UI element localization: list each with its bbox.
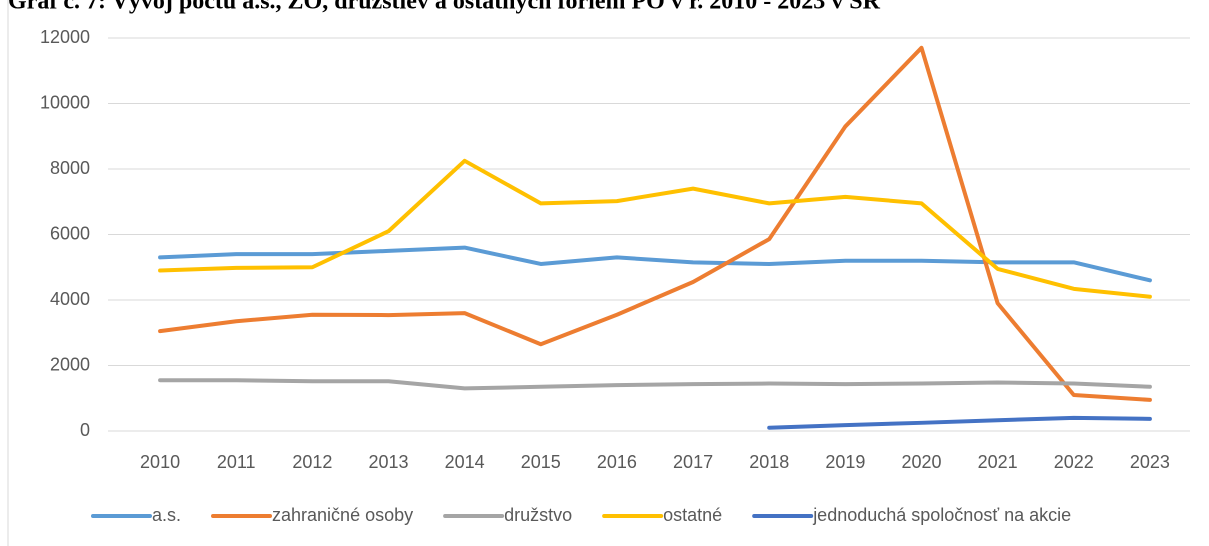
legend-label: a.s.	[152, 505, 181, 525]
series-line	[158, 158, 1152, 299]
legend-label: jednoduchá spoločnosť na akcie	[812, 505, 1071, 525]
x-tick-label: 2021	[978, 452, 1018, 472]
x-tick-label: 2011	[217, 452, 256, 472]
x-tick-label: 2015	[521, 452, 561, 472]
y-tick-label: 10000	[40, 92, 90, 112]
legend-label: zahraničné osoby	[272, 505, 413, 525]
y-tick-label: 0	[80, 420, 90, 440]
y-tick-label: 8000	[50, 158, 90, 178]
x-tick-label: 2014	[445, 452, 485, 472]
y-tick-label: 6000	[50, 223, 90, 243]
x-tick-label: 2016	[597, 452, 637, 472]
x-tick-label: 2022	[1054, 452, 1094, 472]
x-tick-label: 2018	[749, 452, 789, 472]
x-tick-label: 2020	[901, 452, 941, 472]
legend-label: družstvo	[504, 505, 572, 525]
series-line	[158, 245, 1152, 283]
series-line	[158, 378, 1152, 391]
y-tick-label: 12000	[40, 27, 90, 47]
y-tick-label: 4000	[50, 289, 90, 309]
x-tick-label: 2012	[292, 452, 332, 472]
x-tick-label: 2023	[1130, 452, 1170, 472]
chart-title: Graf č. 7: Vývoj počtu a.s., ZO, družsti…	[8, 0, 881, 15]
x-tick-label: 2017	[673, 452, 713, 472]
legend-label: ostatné	[663, 505, 722, 525]
y-tick-label: 2000	[50, 354, 90, 374]
x-tick-label: 2019	[825, 452, 865, 472]
x-tick-label: 2013	[368, 452, 408, 472]
series-line	[767, 415, 1152, 430]
series-line	[158, 45, 1152, 402]
x-tick-label: 2010	[140, 452, 180, 472]
